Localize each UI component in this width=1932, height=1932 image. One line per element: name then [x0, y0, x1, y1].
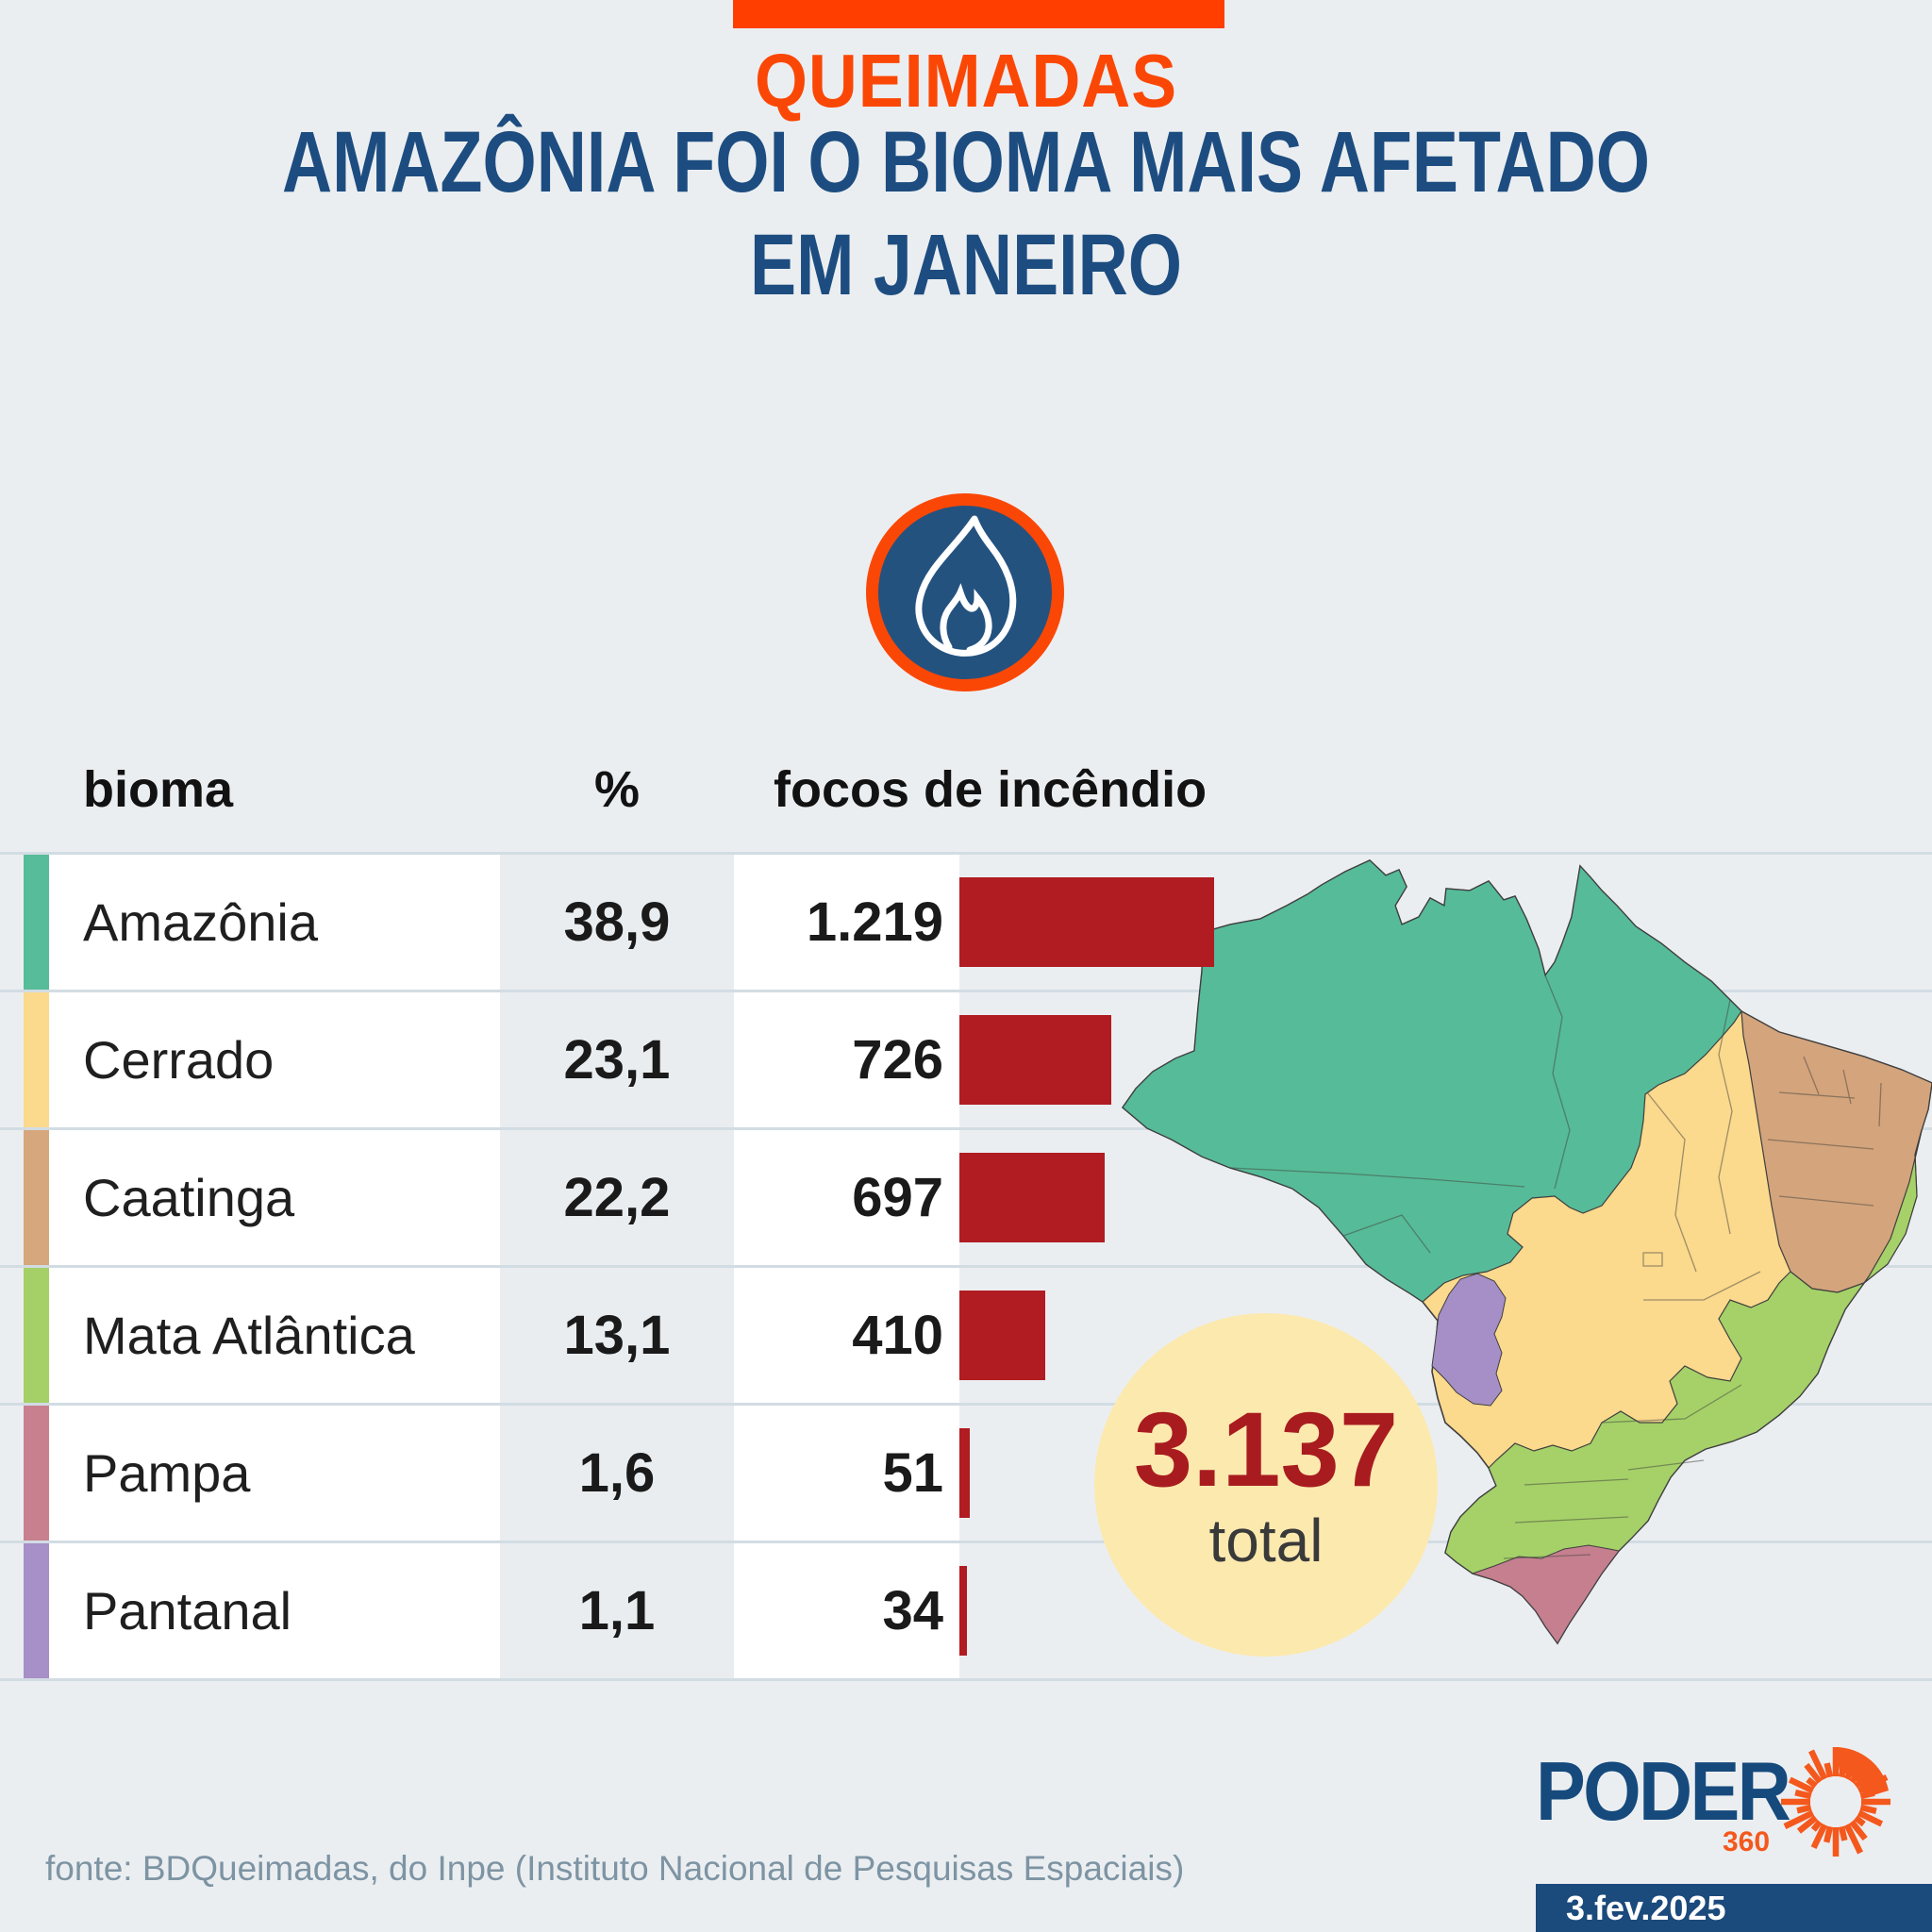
biome-accent-cerrado	[24, 992, 49, 1127]
cell-percent	[500, 855, 734, 990]
table-row: Amazônia 38,9 1.219	[0, 855, 1932, 990]
biome-percent: 1,1	[578, 1580, 656, 1641]
total-badge: 3.137 total	[1094, 1313, 1438, 1657]
total-value: 3.137	[1133, 1391, 1399, 1509]
total-label: total	[1208, 1506, 1324, 1574]
biome-accent-caatinga	[24, 1130, 49, 1265]
biome-name: Mata Atlântica	[83, 1306, 415, 1365]
biome-accent-pampa	[24, 1406, 49, 1541]
grid-line	[0, 1541, 1932, 1543]
title-line-2: EM JANEIRO	[749, 216, 1183, 313]
biome-focos: 697	[852, 1167, 943, 1228]
sunburst-wedge	[1836, 1747, 1889, 1798]
biome-name: Cerrado	[83, 1030, 275, 1090]
biome-percent: 22,2	[563, 1167, 671, 1228]
state-borders	[1229, 974, 1882, 1559]
cell-bioma	[49, 855, 500, 990]
biome-focos: 1.219	[806, 891, 943, 953]
poder360-logo-text: PODER	[1536, 1744, 1791, 1838]
title-line-1: AMAZÔNIA FOI O BIOMA MAIS AFETADO	[281, 114, 1651, 210]
focos-bar	[959, 1291, 1045, 1380]
focos-bar	[959, 1153, 1105, 1242]
biome-percent: 1,6	[578, 1442, 656, 1504]
cell-percent	[500, 992, 734, 1127]
cell-percent	[500, 1406, 734, 1541]
cell-bioma	[49, 1268, 500, 1403]
table-row: Caatinga 22,2 697	[0, 1130, 1932, 1265]
grid-line	[0, 1265, 1932, 1268]
map-region-pampa	[1471, 1544, 1620, 1644]
cell-percent	[500, 1543, 734, 1678]
grid-line	[0, 990, 1932, 992]
flame-badge	[866, 493, 1064, 691]
biome-name: Caatinga	[83, 1168, 295, 1227]
table-row: Pampa 1,6 51	[0, 1406, 1932, 1541]
cell-bioma	[49, 1543, 500, 1678]
biome-accent-amazonia	[24, 855, 49, 990]
cell-bioma	[49, 1130, 500, 1265]
column-header-percent: %	[593, 761, 640, 818]
column-header-bioma: bioma	[83, 761, 234, 818]
top-accent-bar	[733, 0, 1224, 28]
focos-bar	[959, 1015, 1111, 1105]
poder360-logo-360: 360	[1723, 1826, 1771, 1857]
cell-bioma	[49, 992, 500, 1127]
table-row: Cerrado 23,1 726	[0, 992, 1932, 1127]
grid-line	[0, 852, 1932, 855]
biome-name: Pampa	[83, 1443, 251, 1503]
kicker: QUEIMADAS	[754, 39, 1178, 123]
cell-focos	[734, 855, 959, 990]
cell-focos	[734, 1268, 959, 1403]
biome-focos: 34	[882, 1580, 943, 1641]
brazil-biomes-map	[1121, 859, 1932, 1645]
flame-icon	[915, 515, 1017, 657]
biome-accent-pantanal	[24, 1543, 49, 1678]
biome-name: Amazônia	[83, 892, 319, 952]
grid-line	[0, 1403, 1932, 1406]
biome-focos: 726	[852, 1029, 943, 1091]
biome-percent: 38,9	[563, 891, 671, 953]
focos-bar	[959, 1566, 967, 1656]
map-region-amazonia	[1122, 859, 1742, 1303]
focos-bar	[959, 1428, 970, 1518]
cell-focos	[734, 1130, 959, 1265]
source-note: fonte: BDQueimadas, do Inpe (Instituto N…	[45, 1849, 1185, 1888]
biome-focos: 51	[882, 1442, 943, 1504]
biome-percent: 13,1	[563, 1305, 671, 1366]
sunburst-icon	[1781, 1747, 1890, 1857]
biome-accent-mata-atlantica	[24, 1268, 49, 1403]
map-region-mata-atlantica	[1444, 1129, 1923, 1645]
grid-line	[0, 1127, 1932, 1130]
cell-percent	[500, 1268, 734, 1403]
biome-focos: 410	[852, 1305, 943, 1366]
page-title: AMAZÔNIA FOI O BIOMA MAIS AFETADO EM JAN…	[193, 111, 1739, 316]
table-row: Pantanal 1,1 34	[0, 1543, 1932, 1678]
map-region-pantanal	[1431, 1273, 1507, 1407]
cell-focos	[734, 1406, 959, 1541]
biome-percent: 23,1	[563, 1029, 671, 1091]
biome-name: Pantanal	[83, 1581, 292, 1641]
cell-focos	[734, 1543, 959, 1678]
cell-focos	[734, 992, 959, 1127]
column-header-focos: focos de incêndio	[774, 761, 1208, 818]
cell-percent	[500, 1130, 734, 1265]
focos-bar	[959, 877, 1214, 967]
cell-bioma	[49, 1406, 500, 1541]
date-box: 3.fev.2025	[1536, 1884, 1932, 1932]
grid-line	[0, 1678, 1932, 1681]
date-text: 3.fev.2025	[1566, 1888, 1726, 1927]
table-row: Mata Atlântica 13,1 410	[0, 1268, 1932, 1403]
